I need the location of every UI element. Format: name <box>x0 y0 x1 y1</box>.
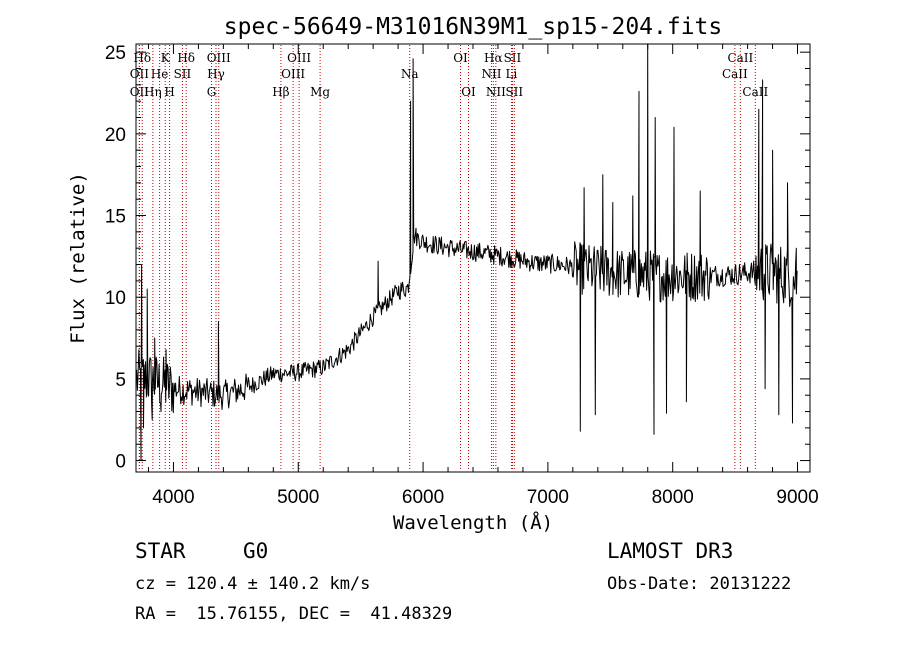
line-label: Hδ <box>177 51 195 65</box>
y-tick-label: 15 <box>105 207 126 228</box>
line-label: SII <box>174 67 192 81</box>
survey-name: LAMOST DR3 <box>607 539 733 563</box>
line-label: OIII <box>281 67 305 81</box>
line-label: SII <box>505 85 523 99</box>
line-label: OI <box>461 85 476 99</box>
coordinates: RA = 15.76155, DEC = 41.48329 <box>135 604 452 624</box>
x-tick-label: 4000 <box>152 487 194 508</box>
line-label: K <box>161 51 171 65</box>
line-label: Hα <box>484 51 503 65</box>
line-label: Hβ <box>272 85 289 99</box>
x-tick-label: 6000 <box>402 487 444 508</box>
x-axis-label: Wavelength (Å) <box>393 511 553 534</box>
x-tick-label: 5000 <box>277 487 319 508</box>
line-label: Na <box>401 67 419 81</box>
y-tick-label: 25 <box>105 43 126 64</box>
object-class: STAR <box>135 539 186 563</box>
x-tick-label: 8000 <box>652 487 694 508</box>
y-axis-label: Flux (relative) <box>67 172 89 344</box>
line-label: NII <box>486 85 506 99</box>
chart-title: spec-56649-M31016N39M1_sp15-204.fits <box>224 14 723 40</box>
line-label: OIII <box>207 51 231 65</box>
y-tick-label: 5 <box>115 370 126 391</box>
line-label: CaII <box>722 67 748 81</box>
line-label: Li <box>506 67 518 81</box>
y-tick-label: 0 <box>115 452 126 473</box>
line-label: Hη <box>144 85 162 99</box>
line-label: Mg <box>310 85 330 99</box>
line-label: SII <box>504 51 522 65</box>
axis-ticks: 4000 5000 6000 7000 8000 9000 0 5 10 15 20 25 <box>105 43 819 508</box>
line-label: CaII <box>742 85 768 99</box>
line-label: NII <box>481 67 501 81</box>
obs-date: Obs-Date: 20131222 <box>607 574 791 594</box>
spectrum-line <box>136 43 798 462</box>
line-label: OII <box>130 67 150 81</box>
redshift-value: cz = 120.4 ± 140.2 km/s <box>135 574 370 594</box>
line-label: CaII <box>727 51 753 65</box>
y-tick-label: 10 <box>105 288 126 309</box>
y-tick-label: 20 <box>105 125 126 146</box>
line-label: OI <box>453 51 468 65</box>
object-subclass: G0 <box>243 539 268 563</box>
x-tick-label: 9000 <box>776 487 818 508</box>
line-label: Hδ <box>133 51 151 65</box>
line-label: OIII <box>287 51 311 65</box>
x-tick-label: 7000 <box>527 487 569 508</box>
line-label: Hγ <box>207 67 225 81</box>
line-label: He <box>151 67 169 81</box>
line-label: H <box>164 85 174 99</box>
line-label: G <box>207 85 217 99</box>
line-label: OII <box>130 85 150 99</box>
